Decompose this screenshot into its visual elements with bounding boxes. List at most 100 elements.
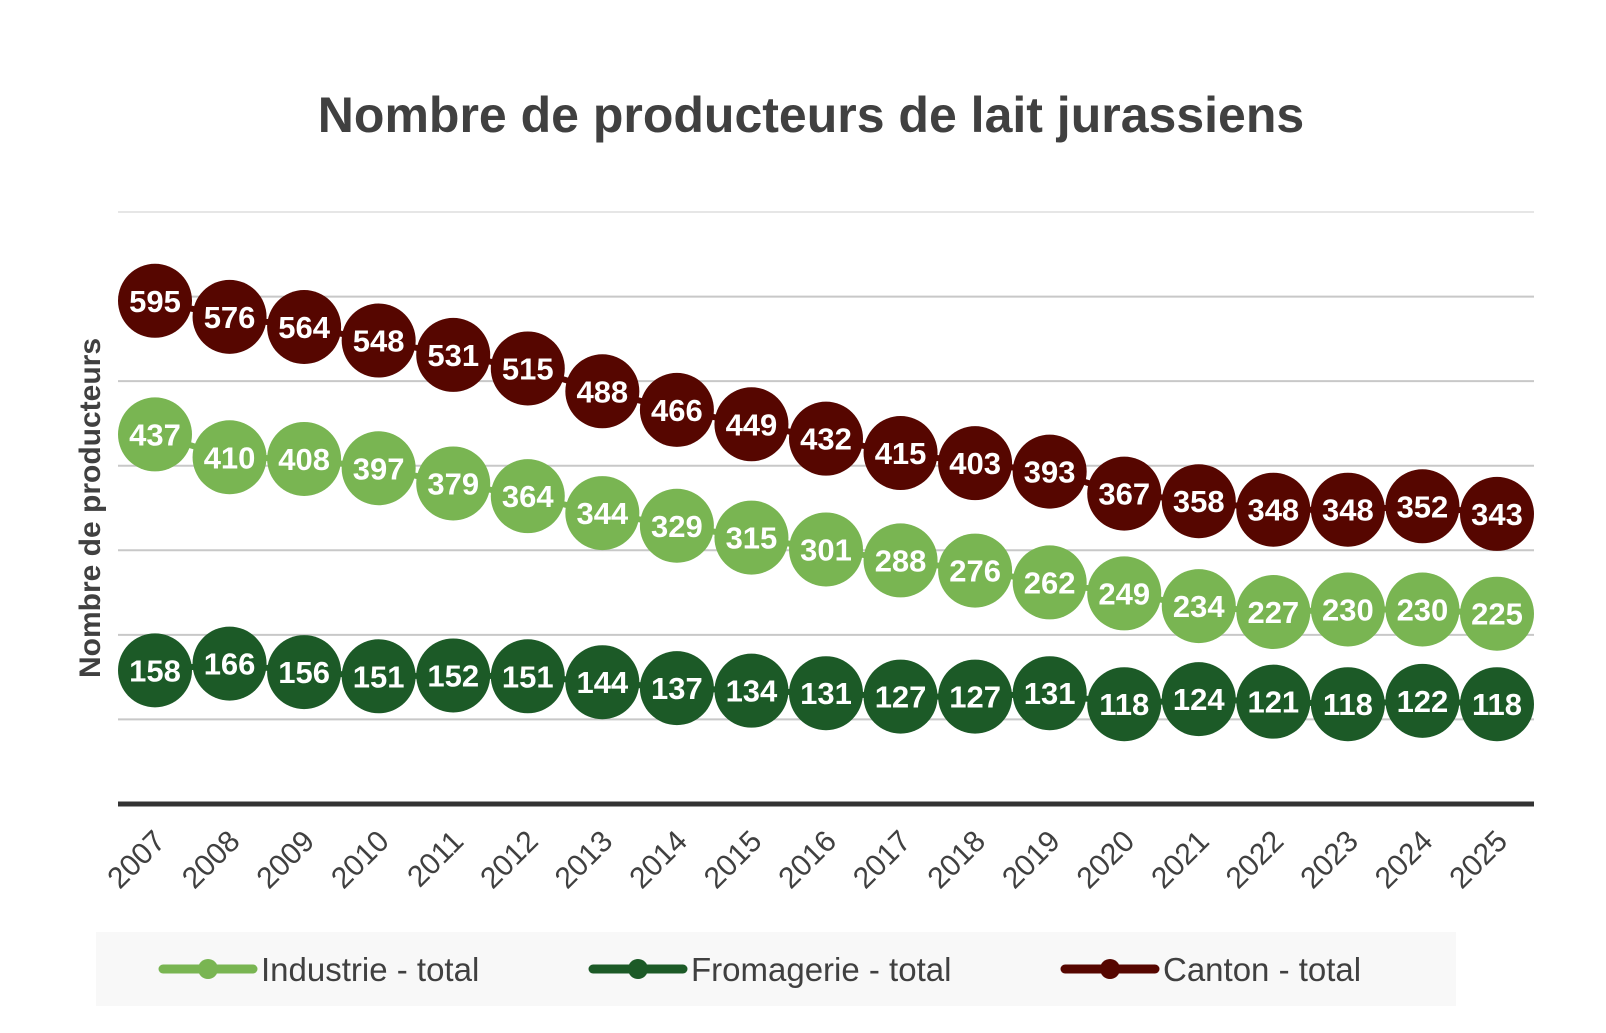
data-point	[565, 354, 640, 429]
data-label: 531	[427, 338, 479, 373]
data-label: 352	[1397, 489, 1449, 524]
data-point	[118, 397, 192, 472]
data-point	[714, 653, 789, 728]
data-label: 227	[1247, 595, 1299, 630]
data-point	[1161, 662, 1236, 737]
data-label: 158	[129, 653, 181, 688]
data-label: 262	[1024, 565, 1076, 600]
data-point	[639, 488, 714, 563]
data-point	[490, 459, 565, 534]
data-label: 344	[576, 496, 628, 531]
data-label: 131	[800, 676, 852, 711]
data-label: 348	[1322, 493, 1374, 528]
data-label: 118	[1323, 687, 1373, 722]
data-point	[863, 659, 938, 734]
data-label: 358	[1173, 484, 1225, 519]
x-tick-label: 2012	[474, 825, 545, 896]
data-point	[1310, 572, 1385, 647]
data-label: 151	[353, 659, 405, 694]
data-point	[714, 500, 789, 575]
data-point	[192, 420, 267, 495]
x-tick-label: 2022	[1220, 825, 1291, 896]
data-point	[1460, 476, 1534, 551]
x-tick-label: 2011	[401, 825, 470, 894]
x-tick-label: 2010	[325, 825, 396, 896]
legend-marker-icon	[198, 959, 218, 979]
data-label: 548	[353, 324, 405, 359]
data-label: 230	[1322, 592, 1374, 627]
x-tick-label: 2009	[251, 825, 322, 896]
data-point	[1161, 569, 1236, 644]
x-tick-label: 2016	[772, 825, 843, 896]
data-point	[490, 639, 565, 714]
x-tick-label: 2017	[847, 825, 918, 896]
x-tick-label: 2013	[549, 825, 620, 896]
data-label: 225	[1471, 597, 1523, 632]
data-label: 449	[726, 407, 778, 442]
data-point	[1385, 663, 1460, 738]
data-label: 348	[1247, 493, 1299, 528]
data-point	[416, 446, 491, 521]
data-label: 230	[1397, 592, 1449, 627]
data-point	[789, 656, 863, 731]
data-point	[863, 416, 938, 491]
data-point	[789, 512, 863, 587]
data-label: 249	[1098, 576, 1150, 611]
x-tick-label: 2019	[996, 825, 1067, 896]
data-point	[341, 639, 416, 714]
data-label: 288	[875, 543, 927, 578]
x-tick-label: 2015	[698, 825, 769, 896]
legend-box	[96, 932, 1456, 1006]
x-tick-label: 2020	[1071, 825, 1142, 896]
data-label: 397	[353, 451, 405, 486]
data-label: 564	[278, 310, 330, 345]
data-label: 379	[427, 466, 479, 501]
x-tick-label: 2014	[623, 825, 694, 896]
y-axis-label: Nombre de producteurs	[74, 338, 107, 678]
data-point	[789, 401, 863, 476]
data-point	[267, 421, 342, 496]
data-point	[267, 290, 342, 365]
series-canton-total: 595 576 564 548 531 515 488 466 449 432 415 403 393 3…	[118, 263, 1534, 551]
data-point	[1161, 464, 1236, 539]
data-label: 576	[204, 300, 256, 335]
data-label: 408	[278, 442, 330, 477]
x-tick-label: 2023	[1294, 825, 1365, 896]
data-label: 151	[502, 659, 554, 694]
data-point	[1087, 456, 1162, 531]
data-point	[416, 317, 491, 392]
data-label: 127	[949, 680, 1001, 715]
data-point	[1236, 664, 1311, 739]
chart-title: Nombre de producteurs de lait jurassiens	[318, 87, 1304, 143]
legend-item: Canton - total	[1060, 951, 1361, 988]
data-label: 118	[1099, 687, 1149, 722]
legend-label: Industrie - total	[261, 951, 479, 988]
x-tick-label: 2025	[1443, 825, 1514, 896]
data-point	[1087, 667, 1162, 742]
data-label: 437	[129, 417, 181, 452]
x-tick-label: 2008	[176, 825, 247, 896]
data-point	[341, 431, 416, 506]
data-label: 137	[651, 671, 703, 706]
data-point	[1012, 434, 1087, 509]
data-point	[490, 331, 565, 406]
data-point	[565, 476, 640, 551]
data-label: 121	[1247, 685, 1299, 720]
data-label: 315	[726, 521, 778, 556]
data-label: 466	[651, 393, 703, 428]
data-label: 329	[651, 509, 703, 544]
data-label: 118	[1472, 687, 1522, 722]
data-point	[1385, 572, 1460, 647]
data-point	[341, 303, 416, 378]
x-tick-label: 2018	[922, 825, 993, 896]
legend-item: Industrie - total	[158, 951, 479, 988]
data-point	[1310, 667, 1385, 742]
data-label: 127	[875, 680, 927, 715]
series-fromagerie-total: 158 166 156 151 152 151 144 137 134 131 127 127 131 1…	[118, 626, 1534, 742]
data-point	[1236, 472, 1311, 547]
data-point	[1310, 472, 1385, 547]
data-point	[938, 426, 1013, 501]
data-point	[1087, 556, 1162, 631]
data-point	[1460, 667, 1534, 742]
